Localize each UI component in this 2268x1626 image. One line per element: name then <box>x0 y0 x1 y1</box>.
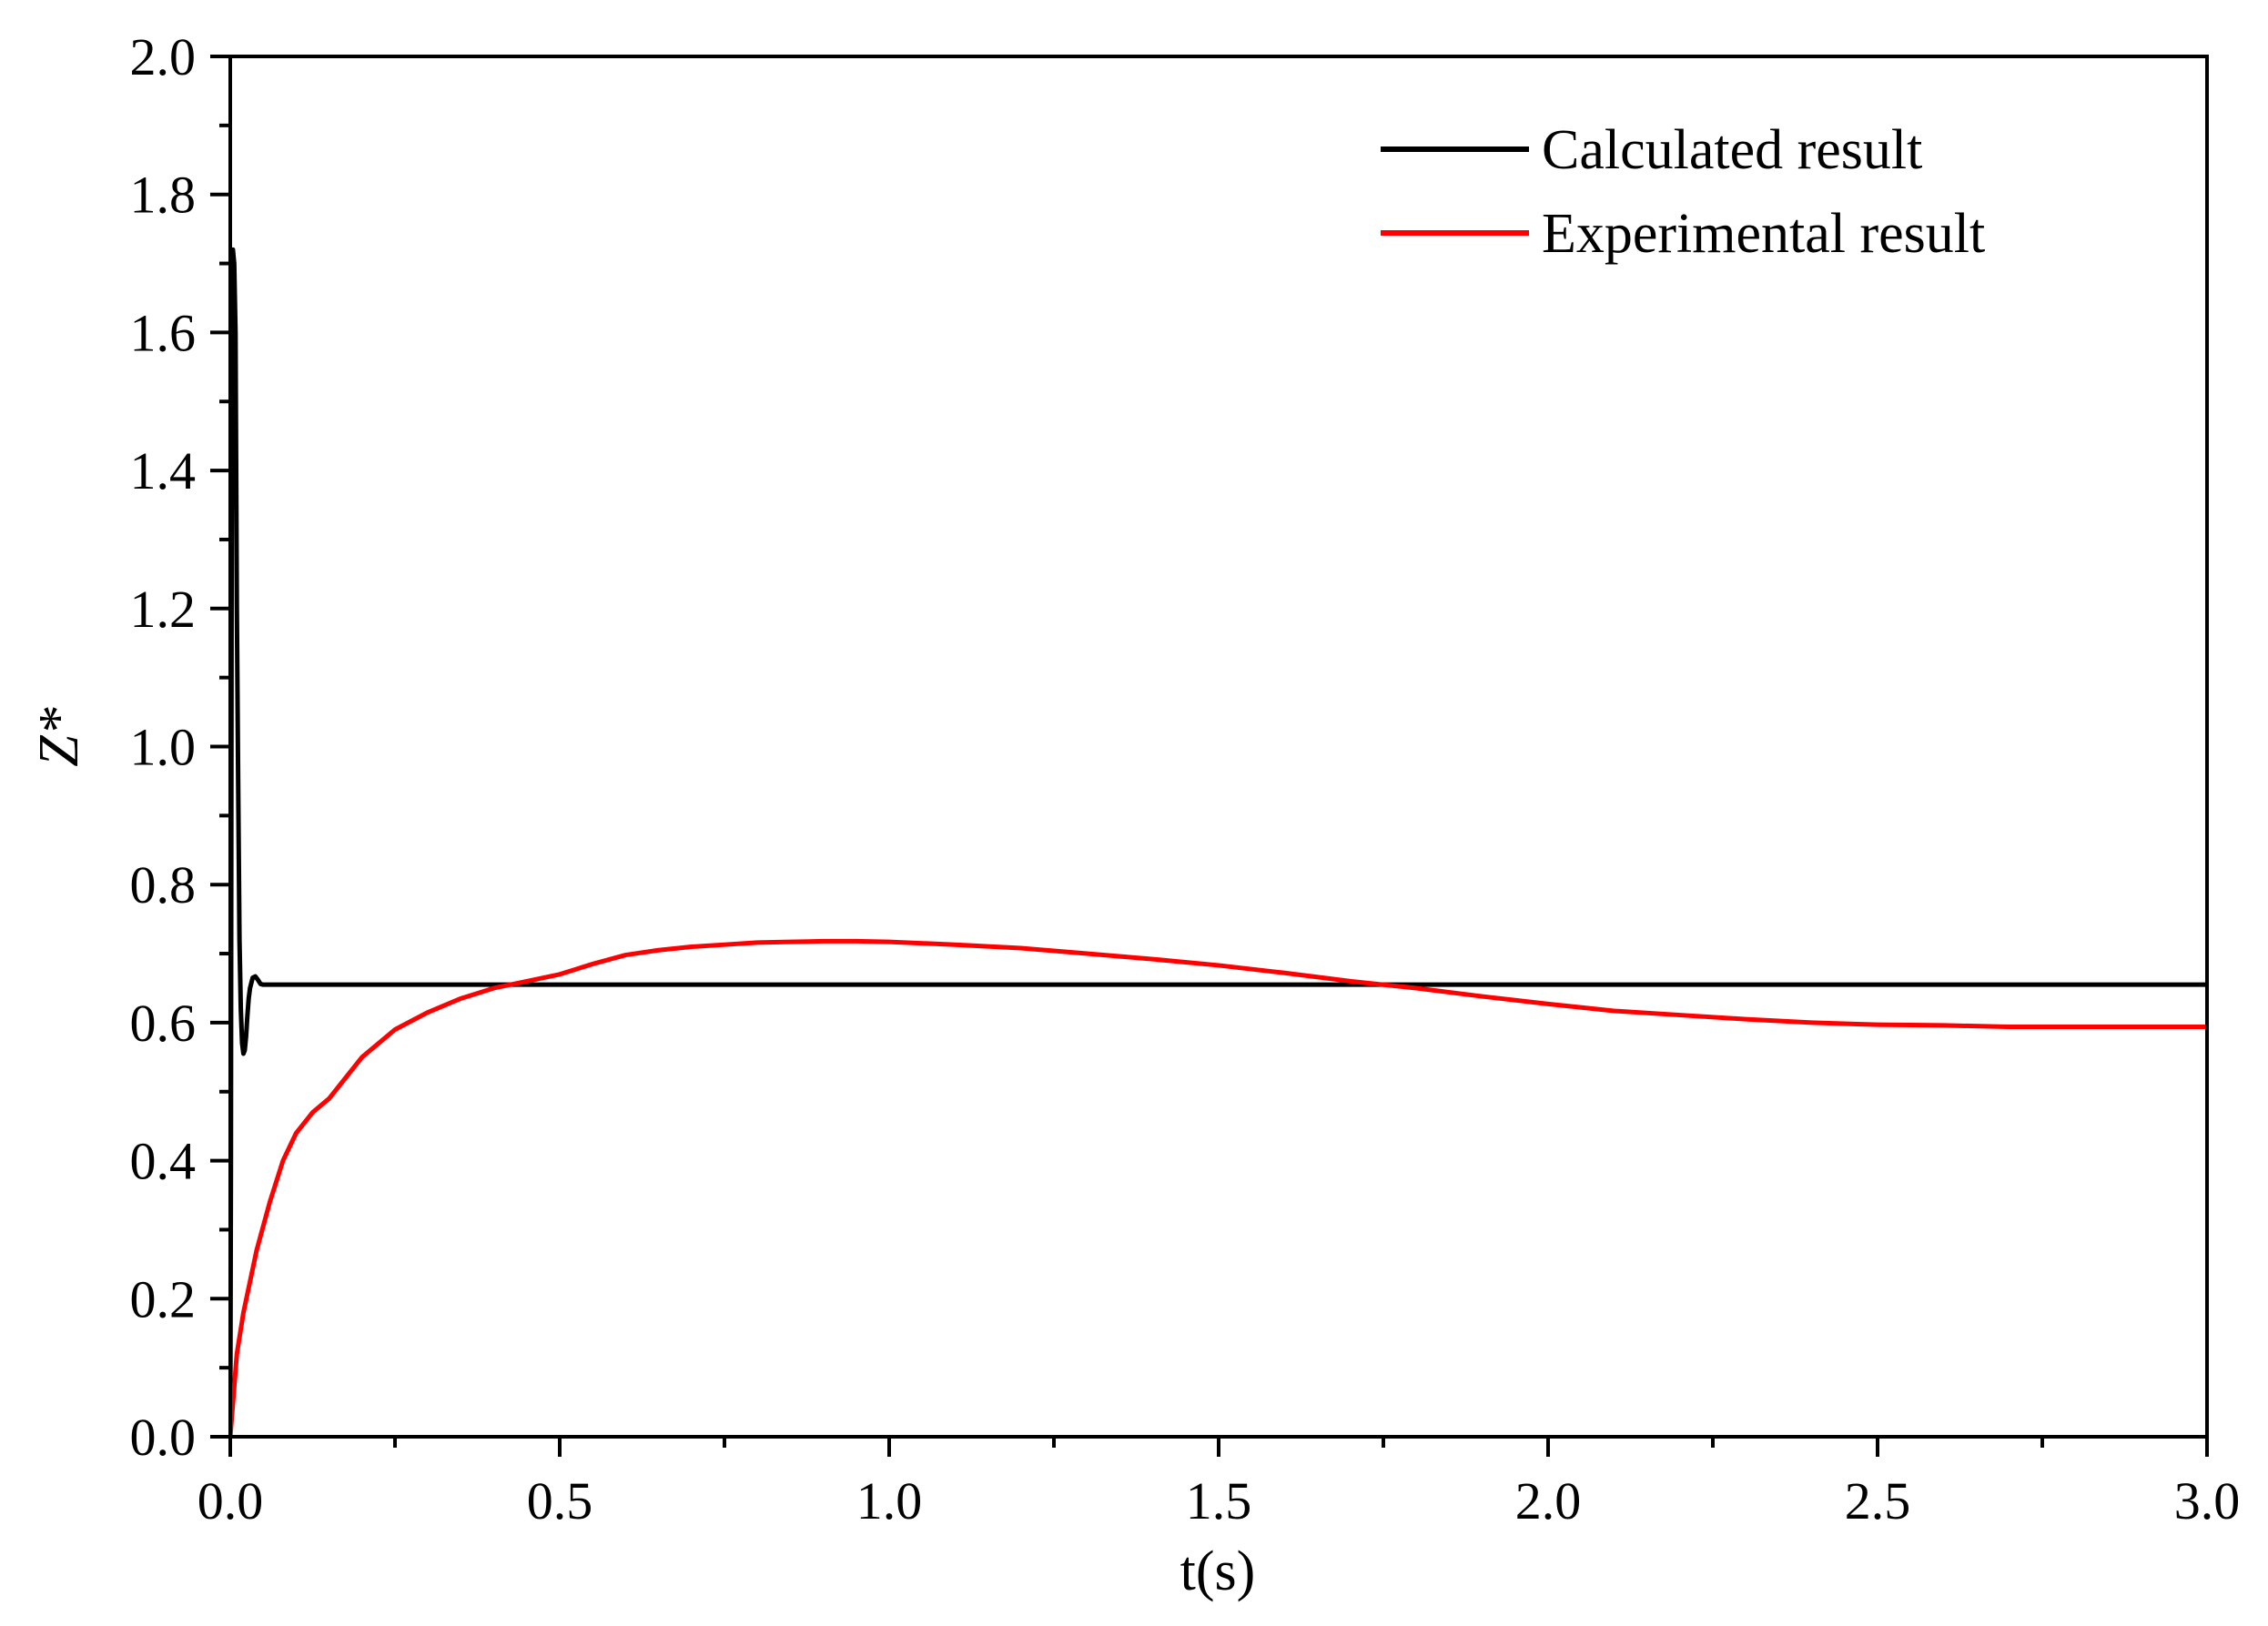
y-tick-label: 0.0 <box>130 1408 197 1467</box>
x-tick-label: 0.5 <box>527 1471 593 1530</box>
legend-label-experimental: Experimental result <box>1542 203 1985 265</box>
y-tick-label: 0.8 <box>130 855 197 914</box>
x-tick-label: 1.5 <box>1186 1471 1252 1530</box>
y-tick-label: 1.0 <box>130 718 197 777</box>
y-axis-title: Z* <box>28 707 90 766</box>
legend-label-calculated: Calculated result <box>1542 119 1922 181</box>
y-tick-label: 1.2 <box>130 580 197 639</box>
x-tick-label: 2.0 <box>1515 1471 1582 1530</box>
x-tick-label: 3.0 <box>2174 1471 2241 1530</box>
y-tick-label: 0.2 <box>130 1269 197 1328</box>
y-tick-label: 1.4 <box>130 441 197 500</box>
x-tick-label: 1.0 <box>856 1471 923 1530</box>
y-tick-label: 0.4 <box>130 1132 197 1191</box>
legend: Calculated result Experimental result <box>1381 119 1985 265</box>
y-tick-label: 1.8 <box>130 166 197 225</box>
series-layer <box>230 247 2207 1437</box>
series-line-calculated <box>230 247 2207 1437</box>
x-axis-title: t(s) <box>1180 1540 1256 1602</box>
x-tick-label: 0.0 <box>197 1471 264 1530</box>
y-tick-label: 0.6 <box>130 994 197 1053</box>
x-tick-label: 2.5 <box>1845 1471 1911 1530</box>
y-tick-label: 2.0 <box>130 27 197 86</box>
series-line-experimental <box>230 938 2207 1437</box>
ticks: 0.0 0.5 1.0 1.5 2.0 2.5 3.0 0.0 0.2 0.4 0.6 0.8 1.0 1… <box>130 27 2241 1530</box>
y-tick-label: 1.6 <box>130 303 197 362</box>
